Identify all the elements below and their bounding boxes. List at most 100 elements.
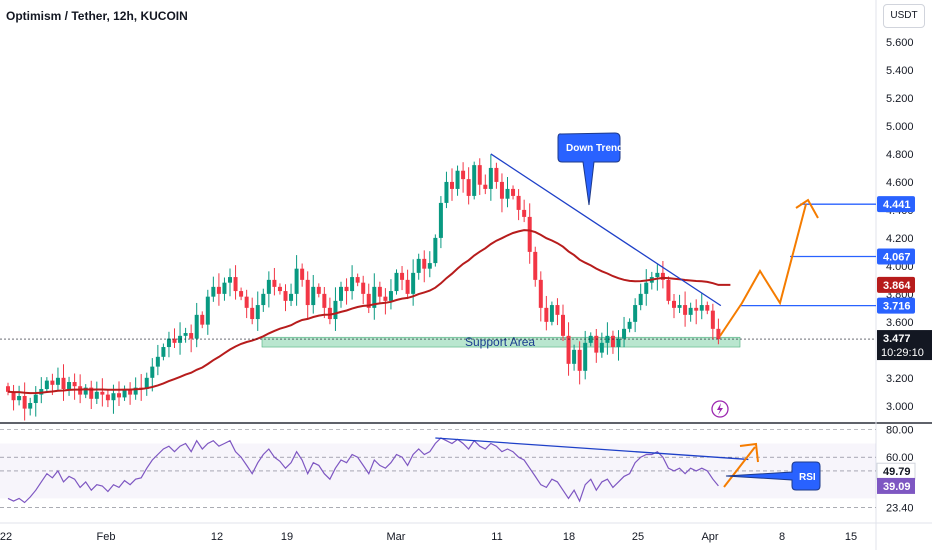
price-tick-label: 5.200: [886, 93, 914, 105]
candle-body: [416, 258, 421, 273]
price-tag-label: 3.716: [883, 301, 911, 313]
candle-body: [155, 356, 160, 367]
moving-average: [7, 229, 731, 395]
candle-body: [72, 382, 77, 387]
candle-body: [244, 296, 249, 308]
down-trend-label: Down Trend: [566, 143, 623, 154]
projection-arrowhead: [795, 198, 819, 219]
candle-body: [599, 342, 604, 353]
candle-body: [444, 181, 449, 203]
candle-body: [277, 286, 282, 292]
support-zone: [261, 336, 741, 348]
candle-body: [239, 291, 244, 297]
candle-body: [311, 286, 316, 306]
candle-body: [327, 307, 332, 320]
candle-body: [477, 165, 482, 185]
candle-body: [716, 328, 721, 340]
candle-body: [494, 167, 499, 182]
time-tick-label: 8: [779, 531, 785, 543]
candle-body: [461, 170, 466, 180]
price-tag-label: 4.067: [883, 252, 911, 264]
candle-body: [499, 181, 504, 199]
candle-body: [388, 291, 393, 301]
candle-body: [605, 335, 610, 343]
candle-body: [333, 300, 338, 320]
candle-body: [666, 279, 671, 301]
candle-body: [394, 272, 399, 292]
candle-body: [183, 333, 188, 336]
candle-body: [616, 338, 621, 348]
candle-body: [372, 286, 377, 308]
candle-body: [17, 396, 22, 401]
candle-body: [516, 195, 521, 210]
axes: 5.6005.4005.2005.0004.8004.6004.4004.200…: [0, 37, 932, 543]
rsi-tick-label: 80.00: [886, 425, 914, 437]
candle-body: [610, 335, 615, 348]
candle-body: [122, 389, 127, 398]
candle-body: [688, 307, 693, 315]
rsi-band: [0, 443, 876, 499]
candle-body: [405, 279, 410, 294]
time-tick-label: Feb: [97, 531, 116, 543]
candle-body: [150, 366, 155, 378]
candle-body: [300, 268, 305, 280]
candle-body: [266, 279, 271, 294]
candle-body: [261, 293, 266, 306]
candle-body: [105, 394, 110, 401]
candle-body: [100, 391, 105, 395]
price-tick-label: 3.000: [886, 401, 914, 413]
candle-body: [194, 314, 199, 339]
candle-body: [644, 282, 649, 294]
moving-average-line: [7, 229, 731, 395]
candle-body: [366, 293, 371, 308]
time-tick-label: 19: [281, 531, 293, 543]
candle-body: [11, 391, 16, 401]
chart-title: Optimism / Tether, 12h, KUCOIN: [6, 9, 188, 23]
candle-body: [561, 314, 565, 336]
candle-body: [250, 307, 255, 320]
last-price-label: 3.477: [883, 333, 911, 345]
candle-body: [233, 277, 238, 292]
candle-body: [350, 277, 355, 292]
rsi-pane: [0, 429, 876, 508]
candle-body: [111, 393, 116, 401]
price-tag: [877, 297, 915, 314]
currency-button[interactable]: USDT: [883, 4, 925, 28]
candle-body: [433, 237, 438, 264]
down-trend-callout: [557, 132, 621, 206]
price-tag-label: 4.441: [883, 199, 911, 211]
rsi-tag: [877, 477, 915, 494]
candle-body: [294, 268, 299, 294]
price-tick-label: 4.800: [886, 149, 914, 161]
time-tick-label: 22: [0, 531, 12, 543]
candle-body: [627, 321, 632, 329]
candle-body: [83, 387, 88, 395]
candle-body: [533, 251, 538, 280]
countdown-label: 10:29:10: [881, 347, 924, 359]
rsi-tag-label: 39.09: [883, 481, 911, 493]
candle-body: [383, 296, 388, 301]
candle-body: [117, 393, 121, 398]
time-tick-label: 18: [563, 531, 575, 543]
price-tick-label: 4.200: [886, 233, 914, 245]
candle-body: [344, 286, 349, 292]
candle-body: [438, 202, 443, 238]
candle-body: [50, 380, 55, 385]
price-tick-label: 5.600: [886, 37, 914, 49]
support-area-label: Support Area: [465, 335, 535, 349]
price-tick-label: 5.000: [886, 121, 914, 133]
candle-body: [549, 305, 554, 322]
time-tick-label: 15: [845, 531, 857, 543]
price-tick-label: 4.600: [886, 177, 914, 189]
candle-body: [255, 305, 260, 320]
price-tag: [877, 248, 915, 265]
annotations: Down Trend RSI: [557, 132, 821, 491]
candle-body: [283, 291, 288, 301]
candle-body: [488, 167, 493, 189]
candle-body: [128, 389, 133, 395]
candle-body: [505, 188, 510, 199]
rsi-tick-label: 23.40: [886, 502, 914, 514]
candle-body: [705, 305, 710, 311]
